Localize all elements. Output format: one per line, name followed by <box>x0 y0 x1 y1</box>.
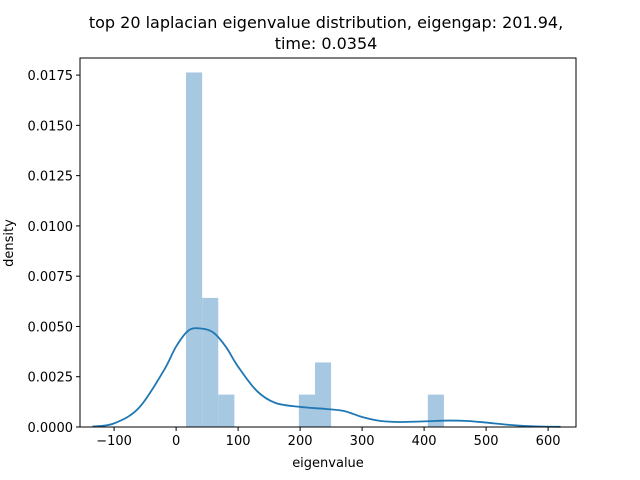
histogram-bar-8 <box>314 362 332 427</box>
x-axis-label: eigenvalue <box>292 456 364 471</box>
histogram-bar-2 <box>218 394 235 427</box>
x-tick-label: 500 <box>474 434 499 449</box>
y-tick-label: 0.0100 <box>28 220 74 235</box>
histogram-bar-0 <box>186 72 203 427</box>
chart-title-line-2: time: 0.0354 <box>275 34 378 53</box>
x-tick-label: 400 <box>412 434 437 449</box>
y-tick-label: 0.0025 <box>28 371 74 386</box>
y-tick-label: 0.0150 <box>28 119 74 134</box>
y-tick-label: 0.0050 <box>28 320 74 335</box>
y-axis-label: density <box>2 219 17 267</box>
x-tick-label: −100 <box>96 434 132 449</box>
y-tick-label: 0.0000 <box>28 421 74 436</box>
x-axis: −100 0 100 200 300 400 500 600 <box>96 427 561 449</box>
x-tick-label: 100 <box>226 434 251 449</box>
plot-area-frame <box>79 57 577 428</box>
y-tick-label: 0.0125 <box>28 170 74 185</box>
chart-title-line-1: top 20 laplacian eigenvalue distribution… <box>89 13 563 32</box>
histogram-bar-1 <box>202 297 219 427</box>
y-tick-label: 0.0175 <box>28 69 74 84</box>
x-tick-label: 300 <box>350 434 375 449</box>
histogram-bar-7 <box>298 394 315 427</box>
histogram-bar-15 <box>427 394 444 427</box>
x-tick-label: 0 <box>172 434 180 449</box>
x-tick-label: 200 <box>288 434 313 449</box>
kde-curve <box>92 327 561 428</box>
x-tick-label: 600 <box>536 434 561 449</box>
y-tick-label: 0.0075 <box>28 270 74 285</box>
y-axis: 0.0000 0.0025 0.0050 0.0075 0.0100 0.0125 0.01… <box>28 69 80 436</box>
